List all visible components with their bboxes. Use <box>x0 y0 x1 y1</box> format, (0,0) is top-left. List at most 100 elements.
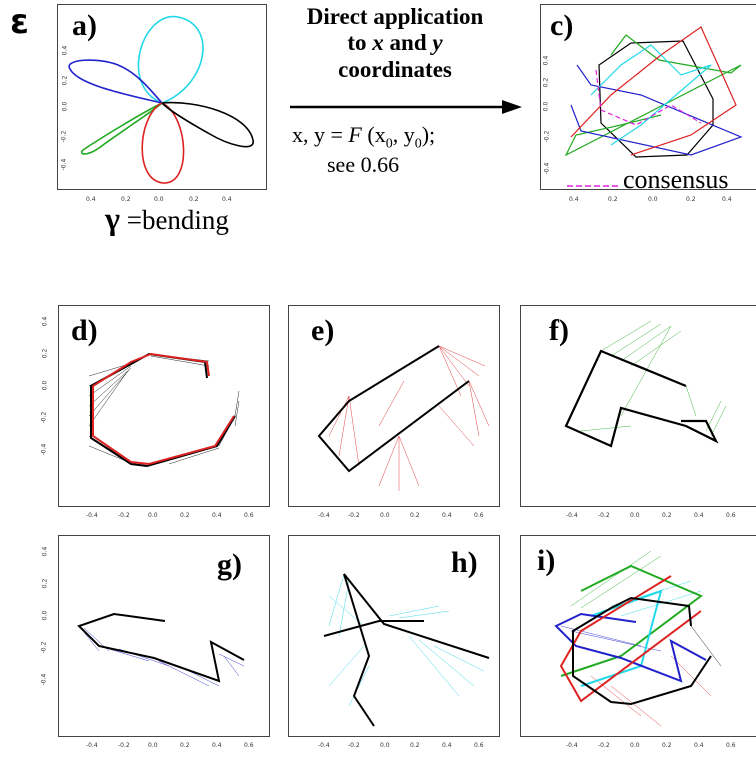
tick-label: -0.2 <box>348 742 360 749</box>
panel-g-plot <box>77 612 245 687</box>
blue-shape <box>570 64 743 156</box>
panel-f: f) <box>520 305 756 507</box>
tick-label: -0.2 <box>118 512 130 519</box>
panel-e-plot <box>317 345 490 491</box>
tick-label: 0.0 <box>148 512 158 519</box>
tick-label: 0.6 <box>474 512 484 519</box>
tick-label: 0.6 <box>474 742 484 749</box>
cyan-loop <box>137 15 204 104</box>
tick-label: -0.2 <box>118 742 130 749</box>
tick-label: -0.4 <box>40 673 48 686</box>
tick-label: 0.2 <box>61 75 69 86</box>
epsilon-mark: ε <box>10 2 29 42</box>
tick-label: 0.2 <box>41 578 49 589</box>
gamma-symbol: γ <box>105 200 120 236</box>
consensus-outline <box>343 573 375 727</box>
tick-label: 0.2 <box>410 742 420 749</box>
tick-label: 0.4 <box>212 512 222 519</box>
tick-label: 0.2 <box>410 512 420 519</box>
tick-label: 0.2 <box>608 196 618 203</box>
tick-label: 0.0 <box>542 101 550 112</box>
arrow-caption: Direct application to x and y coordinate… <box>270 4 520 83</box>
gamma-bending-label: γ =bending <box>105 200 229 237</box>
panel-i-label: i) <box>537 544 556 577</box>
tick-label: 0.4 <box>569 196 579 203</box>
tick-label: 0.2 <box>542 77 550 88</box>
blue-outline <box>554 612 707 683</box>
tick-label: 0.2 <box>686 196 696 203</box>
tick-label: 0.0 <box>154 196 164 203</box>
green-loop <box>81 102 163 155</box>
red-outline <box>559 575 702 703</box>
green-shape <box>564 34 742 157</box>
panel-g: g) <box>58 535 270 737</box>
panel-h-label: h) <box>451 546 478 579</box>
panel-i-plot <box>554 550 722 727</box>
tick-label: -0.2 <box>40 411 48 424</box>
tick-label: 0.4 <box>442 512 452 519</box>
tick-label: 0.2 <box>662 512 672 519</box>
consensus-branch <box>343 573 490 659</box>
tick-label: 0.0 <box>380 512 390 519</box>
panel-e-label: e) <box>311 314 335 347</box>
tick-label: 0.4 <box>41 316 49 327</box>
tick-label: 0.2 <box>180 742 190 749</box>
tick-label: 0.4 <box>694 512 704 519</box>
tick-label: 0.0 <box>148 742 158 749</box>
magenta-shape <box>595 69 702 126</box>
green-outline <box>560 564 703 677</box>
tick-label: 0.4 <box>694 742 704 749</box>
caption-line2: to x and y <box>347 30 443 56</box>
red-shape <box>570 26 737 156</box>
tick-label: 0.4 <box>61 45 69 56</box>
black-outline <box>572 596 712 706</box>
panel-c-plot <box>564 26 743 187</box>
panel-c: c) consensus 0.4 0.2 0.0 -0.2 -0.4 <box>540 4 756 190</box>
tick-label: 0.4 <box>442 742 452 749</box>
tick-label: -0.2 <box>598 512 610 519</box>
tick-label: 0.4 <box>722 196 732 203</box>
cyan-shape <box>590 44 712 146</box>
panel-g-label: g) <box>217 548 242 581</box>
tick-label: 0.2 <box>121 196 131 203</box>
tick-label: 0.6 <box>244 742 254 749</box>
tick-label: -0.2 <box>40 641 48 654</box>
tick-label: 0.0 <box>630 742 640 749</box>
panel-h-plot <box>323 573 490 727</box>
tick-label: 0.0 <box>41 380 49 391</box>
panel-h: h) <box>288 535 500 737</box>
tick-label: 0.4 <box>86 196 96 203</box>
formula-line: x, y = F (x0, y0); <box>292 122 436 152</box>
panel-d-plot <box>88 352 240 468</box>
red-loop <box>141 102 185 184</box>
tick-label: -0.4 <box>86 742 98 749</box>
tick-label: -0.4 <box>40 443 48 456</box>
caption-line3: coordinates <box>338 56 452 82</box>
caption-line1: Direct application <box>306 4 484 29</box>
consensus-outline <box>317 345 470 473</box>
black-shape <box>598 40 714 158</box>
tick-label: 0.4 <box>212 742 222 749</box>
tick-label: -0.4 <box>566 742 578 749</box>
red-outline <box>92 352 235 466</box>
tick-label: 0.0 <box>630 512 640 519</box>
black-loop <box>161 101 254 148</box>
tick-label: 0.6 <box>726 512 736 519</box>
panel-i: i) <box>520 535 756 737</box>
see-reference: see 0.66 <box>327 152 400 177</box>
panel-c-label: c) <box>550 9 574 42</box>
tick-label: 0.6 <box>726 742 736 749</box>
gamma-text: =bending <box>126 205 229 235</box>
tick-label: -0.4 <box>60 158 68 171</box>
consensus-outline <box>564 349 719 448</box>
consensus-outline <box>77 612 245 683</box>
consensus-label: consensus <box>621 165 731 189</box>
blue-loop <box>68 59 163 104</box>
tick-label: -0.4 <box>543 162 551 175</box>
tick-label: -0.4 <box>566 512 578 519</box>
tick-label: 0.4 <box>41 546 49 557</box>
panel-d: d) <box>58 305 270 507</box>
panel-f-plot <box>564 320 727 448</box>
tick-label: -0.2 <box>348 512 360 519</box>
tick-label: 0.2 <box>662 742 672 749</box>
